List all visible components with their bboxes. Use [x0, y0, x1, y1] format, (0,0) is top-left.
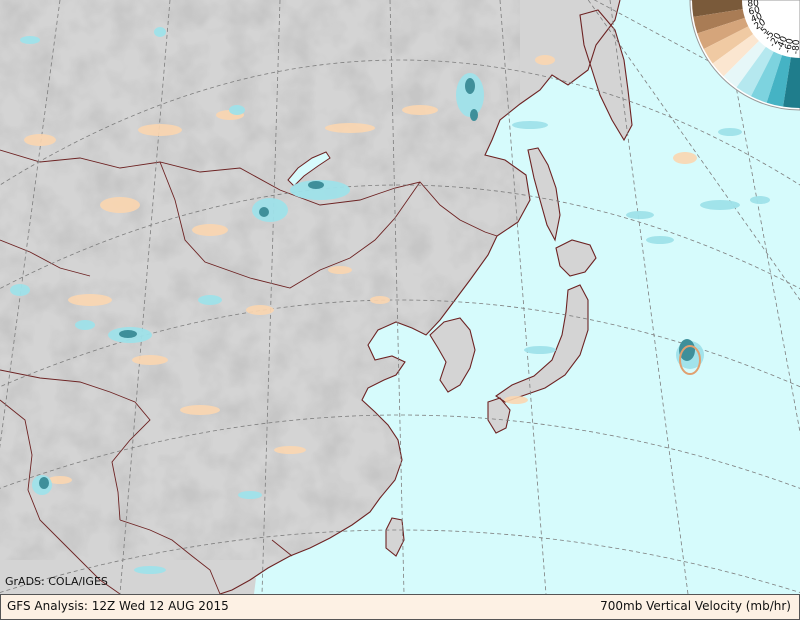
velocity-strong-cores [39, 78, 695, 489]
legend-label: 5 [759, 25, 770, 36]
typhoon-outflow [679, 345, 701, 375]
taiwan [386, 518, 404, 556]
legend-swatch [703, 26, 754, 64]
legend-swatch [783, 57, 800, 108]
korea [430, 318, 475, 392]
country-borders [0, 149, 498, 594]
legend-swatch [750, 51, 783, 103]
legend-swatch [766, 55, 791, 107]
legend-swatch [723, 41, 766, 88]
product-title: GFS Analysis: 12Z Wed 12 AUG 2015 [7, 599, 229, 613]
legend-label: 40 [750, 12, 765, 26]
hainan [222, 574, 256, 594]
legend-label: -60 [783, 37, 796, 54]
legend-swatch [693, 9, 745, 34]
velocity-sinking-areas [24, 55, 697, 484]
graticule [0, 0, 800, 594]
grads-credit: GrADS: COLA/IGES [5, 575, 108, 588]
lake-baikal [287, 151, 331, 187]
legend-label: 60 [748, 5, 762, 17]
legend-label: 80 [747, 0, 759, 10]
kyushu [488, 398, 510, 433]
legend-swatch [692, 0, 743, 17]
field-title: 700mb Vertical Velocity (mb/hr) [600, 599, 791, 613]
kamchatka [580, 10, 632, 140]
hokkaido [556, 240, 596, 276]
legend-swatch [697, 17, 749, 50]
sakhalin [528, 148, 560, 240]
footer-bar: GFS Analysis: 12Z Wed 12 AUG 2015 700mb … [0, 594, 800, 620]
honshu [496, 285, 588, 402]
coastlines [219, 0, 633, 594]
legend-swatch [712, 34, 759, 77]
legend-label: -80 [791, 39, 800, 55]
legend-swatch [736, 46, 774, 97]
